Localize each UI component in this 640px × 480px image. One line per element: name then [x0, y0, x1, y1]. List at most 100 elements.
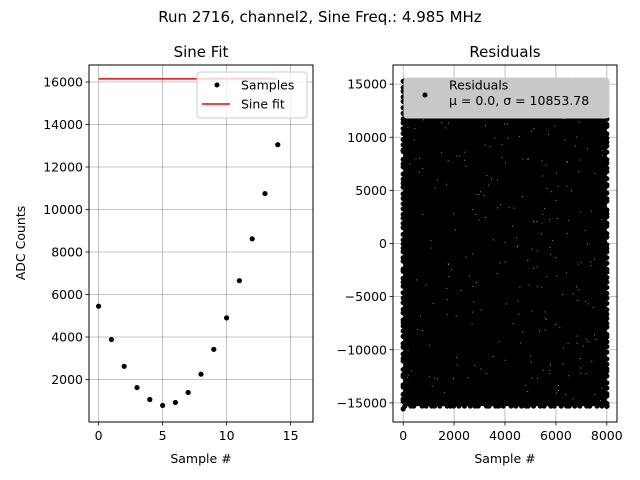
residuals-speckle — [521, 196, 523, 198]
residuals-speckle — [545, 164, 547, 166]
residuals-speckle — [512, 323, 514, 325]
residuals-speckle — [504, 261, 506, 263]
residuals-speckle — [537, 285, 539, 287]
residuals-speckle — [407, 376, 409, 378]
residual-point — [423, 403, 429, 409]
sine-fit-grid — [89, 65, 313, 422]
residual-point — [400, 215, 406, 221]
residuals-speckle — [583, 345, 585, 347]
residuals-speckle — [497, 207, 499, 209]
residuals-speckle — [587, 243, 589, 245]
residual-point — [400, 283, 406, 289]
sample-point — [160, 402, 166, 409]
residual-point — [508, 403, 514, 409]
residual-point — [604, 361, 610, 367]
residuals-speckle — [542, 213, 544, 215]
residual-point — [400, 184, 406, 190]
sine-fit-ylabel: ADC Counts — [13, 206, 28, 281]
residual-point — [525, 403, 531, 409]
sine-fit-y-tick-label: 12000 — [43, 160, 83, 175]
residuals-speckle — [453, 213, 455, 215]
residuals-speckle — [578, 170, 580, 172]
sample-point — [134, 384, 140, 391]
residuals-speckle — [437, 179, 439, 181]
residual-point — [604, 214, 610, 220]
residuals-speckle — [469, 275, 471, 277]
residuals-x-tick-label: 4000 — [489, 428, 521, 443]
residual-point — [604, 234, 610, 240]
residual-point — [400, 237, 406, 243]
residuals-speckle — [494, 137, 496, 139]
residuals-speckle — [465, 256, 467, 258]
residual-point — [400, 366, 406, 373]
residuals-speckle — [527, 158, 529, 160]
residuals-speckle — [558, 384, 560, 386]
sine-fit-xlabel: Sample # — [170, 451, 231, 466]
residuals-speckle — [564, 139, 566, 141]
residual-point — [400, 384, 406, 390]
residual-point — [604, 356, 610, 362]
residuals-speckle — [413, 139, 415, 141]
residuals-x-tick-label: 2000 — [438, 428, 470, 443]
residuals-speckle — [456, 155, 458, 157]
residuals-speckle — [422, 213, 424, 215]
sample-point — [275, 142, 281, 148]
residual-point — [604, 260, 610, 266]
residuals-point-cloud — [403, 80, 607, 407]
residual-point — [400, 201, 406, 207]
residuals-speckle — [576, 286, 578, 288]
sine-fit-y-tick-label: 10000 — [43, 202, 83, 217]
residuals-speckle — [549, 219, 551, 221]
residual-point — [604, 156, 610, 163]
residual-point — [587, 403, 593, 409]
residual-point — [604, 269, 610, 275]
residuals-speckle — [556, 218, 558, 220]
residual-point — [456, 403, 462, 409]
residuals-speckle — [492, 356, 494, 358]
residuals-speckle — [547, 133, 549, 135]
residual-point — [558, 403, 564, 409]
residuals-speckle — [417, 328, 419, 330]
residuals-speckle — [484, 217, 486, 219]
residuals-speckle — [520, 342, 522, 344]
residuals-speckle — [501, 156, 503, 158]
sine-fit-y-tick-label: 2000 — [51, 372, 83, 387]
residual-point — [400, 333, 406, 339]
residual-point — [400, 176, 406, 182]
residuals-speckle — [554, 257, 556, 259]
residuals-speckle — [538, 330, 540, 332]
residual-point — [604, 315, 610, 322]
residual-point — [604, 295, 610, 301]
sample-point — [121, 363, 127, 369]
residuals-speckle — [559, 327, 561, 329]
residual-point — [500, 403, 506, 409]
residual-point — [604, 307, 610, 313]
residual-point — [431, 403, 438, 409]
residual-point — [461, 403, 468, 409]
residuals-speckle — [446, 183, 448, 185]
residuals-speckle — [546, 187, 548, 189]
residuals-speckle — [447, 263, 449, 265]
sine-fit-y-tick-label: 14000 — [43, 117, 83, 132]
residuals-speckle — [594, 258, 596, 260]
residuals-speckle — [504, 162, 506, 164]
residual-point — [604, 160, 610, 166]
residuals-speckle — [431, 247, 433, 249]
sample-point — [147, 396, 153, 403]
residuals-speckle — [576, 342, 578, 344]
residuals-speckle — [483, 195, 485, 197]
residual-point — [400, 391, 406, 397]
residuals-speckle — [459, 155, 461, 157]
residuals-speckle — [594, 172, 596, 174]
residuals-speckle — [527, 259, 529, 261]
residual-point — [604, 223, 610, 229]
residual-point — [400, 148, 406, 154]
residuals-speckle — [542, 369, 544, 371]
residual-point — [400, 171, 406, 177]
residuals-speckle — [556, 392, 558, 394]
residual-point — [604, 393, 610, 399]
residual-point — [400, 268, 406, 274]
residuals-speckle — [434, 377, 436, 379]
legend-residuals-stats: μ = 0.0, σ = 10853.78 — [449, 93, 589, 108]
residuals-speckle — [572, 293, 574, 295]
